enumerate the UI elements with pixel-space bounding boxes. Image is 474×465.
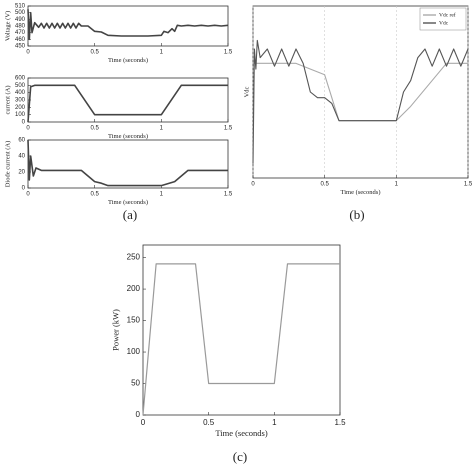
x-tick-label: 0 <box>251 182 255 188</box>
legend-label: Vdc ref <box>439 11 456 18</box>
legend-box <box>419 7 467 31</box>
x-tick-label: 1 <box>160 192 164 198</box>
panel-label: (c) <box>233 449 247 464</box>
x-axis-label: Time (seconds) <box>215 428 268 438</box>
plot-frame <box>27 139 229 189</box>
y-tick-label: 450 <box>15 44 26 50</box>
y-axis-label: current (A) <box>5 85 12 114</box>
y-tick-label: 510 <box>15 4 26 10</box>
y-tick-label: 600 <box>15 76 26 82</box>
data-line <box>253 62 468 122</box>
x-tick-label: 1.5 <box>224 126 233 132</box>
plot-frame <box>142 244 341 416</box>
x-tick-label: 1 <box>160 126 164 132</box>
y-tick-label: 250 <box>127 253 141 262</box>
data-line <box>142 263 340 416</box>
y-tick-label: 60 <box>18 138 25 144</box>
x-tick-label: 1.5 <box>224 192 233 198</box>
x-tick-label: 0.5 <box>90 50 99 56</box>
x-tick-label: 0.5 <box>203 418 215 427</box>
y-tick-label: 100 <box>15 112 26 118</box>
x-tick-label: 0 <box>141 418 146 427</box>
x-tick-label: 1.5 <box>334 418 346 427</box>
x-tick-label: 0 <box>26 192 30 198</box>
y-axis-label: Vdc <box>243 86 250 97</box>
y-tick-label: 0 <box>136 410 141 419</box>
data-line <box>27 139 228 187</box>
y-axis-label: Voltage (V) <box>5 11 12 41</box>
x-tick-label: 1.5 <box>224 50 233 56</box>
y-tick-label: 100 <box>127 347 141 356</box>
y-tick-label: 40 <box>18 154 25 160</box>
y-tick-label: 200 <box>127 284 141 293</box>
y-tick-label: 470 <box>15 30 26 36</box>
y-tick-label: 480 <box>15 24 26 30</box>
y-axis-label: Power (kW) <box>111 309 121 351</box>
x-axis-label: Time (seconds) <box>108 133 148 140</box>
y-tick-label: 400 <box>15 90 26 96</box>
y-tick-label: 200 <box>15 105 26 111</box>
x-tick-label: 0 <box>26 126 30 132</box>
panel-label: (b) <box>349 207 364 222</box>
x-tick-label: 1 <box>160 50 164 56</box>
y-tick-label: 150 <box>127 316 141 325</box>
x-tick-label: 1.5 <box>464 182 473 188</box>
y-tick-label: 0 <box>22 186 26 192</box>
y-tick-label: 500 <box>15 83 26 89</box>
y-tick-label: 20 <box>18 170 25 176</box>
x-axis-label: Time (seconds) <box>108 57 148 64</box>
x-tick-label: 0 <box>26 50 30 56</box>
data-line <box>27 9 229 41</box>
panel-label: (a) <box>123 207 137 222</box>
x-tick-label: 1 <box>395 182 399 188</box>
x-tick-label: 1 <box>272 418 277 427</box>
x-tick-label: 0.5 <box>90 192 99 198</box>
y-tick-label: 500 <box>15 10 26 16</box>
y-tick-label: 50 <box>131 379 140 388</box>
y-tick-label: 460 <box>15 37 26 43</box>
data-line <box>252 39 469 164</box>
y-tick-label: 490 <box>15 17 26 23</box>
x-tick-label: 0.5 <box>90 126 99 132</box>
y-axis-label: Diode current (A) <box>5 141 12 188</box>
x-tick-label: 0.5 <box>320 182 329 188</box>
legend-label: Vdc <box>439 20 449 26</box>
x-axis-label: Time (seconds) <box>108 199 148 206</box>
y-tick-label: 0 <box>22 120 26 126</box>
plot-frame <box>252 5 469 179</box>
y-tick-label: 300 <box>15 98 26 104</box>
x-axis-label: Time (seconds) <box>340 189 380 196</box>
data-line <box>27 84 228 123</box>
